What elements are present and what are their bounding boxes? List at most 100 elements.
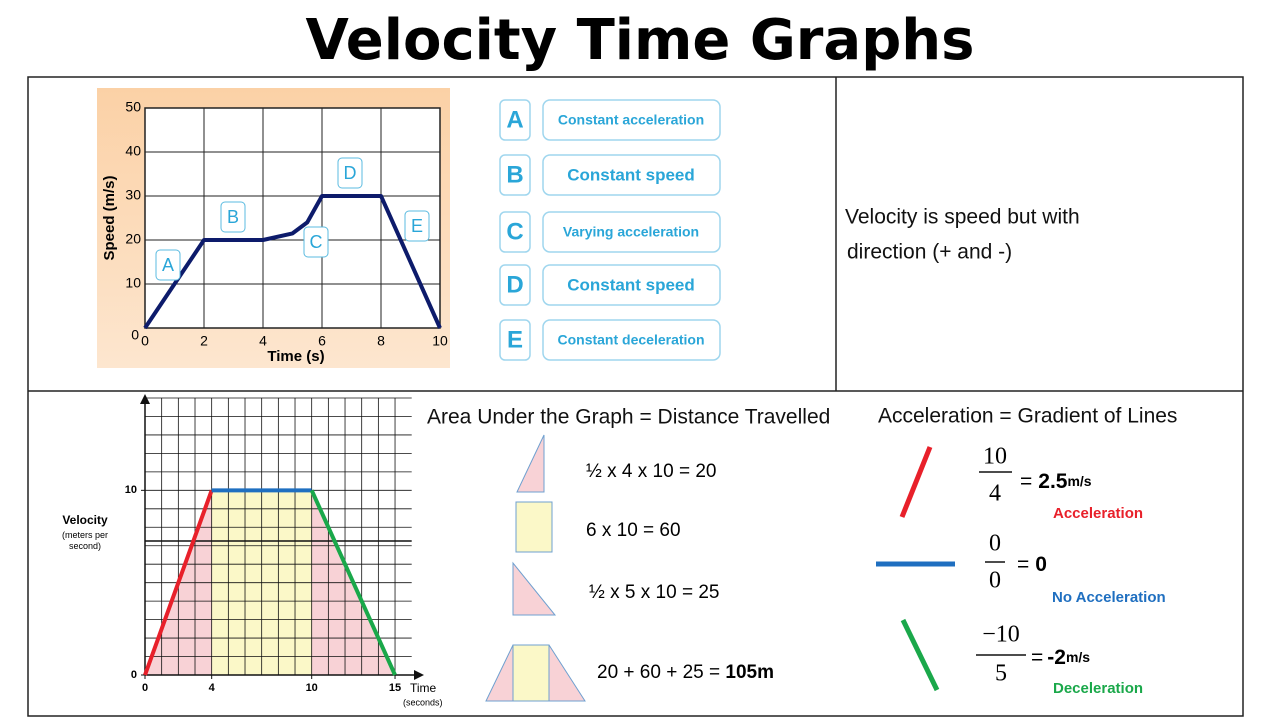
key-text: Constant speed: [567, 165, 695, 184]
key-text-box: [542, 99, 721, 141]
trapezium-part: [512, 644, 550, 702]
caption: No Acceleration: [1052, 589, 1166, 606]
key-text-box: [542, 319, 721, 361]
x-tick-label: 10: [306, 682, 318, 694]
x-tick-label: 8: [377, 333, 385, 349]
x-tick-label: 6: [318, 333, 326, 349]
annotation: C: [310, 232, 323, 252]
triangle-shape: [512, 561, 557, 616]
x-tick-label: 4: [209, 682, 216, 694]
triangle-shape: [516, 434, 545, 493]
x-axis-note: (seconds): [403, 697, 443, 707]
caption: Acceleration: [1053, 505, 1143, 522]
annotation-box: [337, 157, 363, 189]
caption: Deceleration: [1053, 680, 1143, 697]
y-tick-label: 0: [131, 669, 137, 681]
key-text: Constant acceleration: [558, 112, 704, 128]
annotation-box: [404, 210, 430, 242]
key-text: Varying acceleration: [563, 224, 699, 240]
plot-area: [144, 107, 441, 329]
area-total: 20 + 60 + 25 = 105m: [597, 662, 774, 683]
x-tick-label: 2: [200, 333, 208, 349]
key-letter: A: [506, 106, 523, 133]
gradient-heading: Acceleration = Gradient of Lines: [878, 405, 1177, 428]
y-tick-label: 20: [125, 231, 141, 247]
annotation: E: [411, 216, 423, 236]
numerator: 10: [983, 444, 1007, 470]
x-axis-label: Time: [410, 681, 437, 695]
y-tick-label: 0: [131, 327, 139, 343]
annotation: B: [227, 207, 239, 227]
y-tick-label: 10: [125, 484, 137, 496]
unit: m/s: [1066, 649, 1090, 665]
arrow: [140, 394, 150, 404]
area-heading: Area Under the Graph = Distance Travelle…: [427, 406, 830, 429]
key-text: Constant deceleration: [557, 332, 704, 348]
key-text-box: [542, 264, 721, 306]
y-tick-label: 10: [125, 275, 141, 291]
denominator: 5: [995, 661, 1007, 687]
annotation-box: [155, 249, 181, 281]
equals: =: [1020, 470, 1032, 493]
result-value: -2: [1047, 646, 1066, 669]
numerator: 0: [989, 531, 1001, 557]
frame: [27, 76, 1244, 717]
key-letter-box: [499, 99, 531, 141]
note: Velocity is speed but with: [845, 206, 1080, 229]
x-tick-label: 0: [141, 333, 149, 349]
velocity-line: [143, 489, 214, 676]
x-tick-label: 4: [259, 333, 267, 349]
denominator: 4: [989, 481, 1001, 507]
annotation-box: [303, 226, 329, 258]
note: direction (+ and -): [847, 241, 1012, 264]
key-letter-box: [499, 154, 531, 196]
x-tick-label: 10: [432, 333, 448, 349]
y-tick-label: 40: [125, 143, 141, 159]
y-axis-note: (meters per second): [62, 530, 108, 551]
x-tick-label: 15: [389, 682, 401, 694]
velocity-line: [309, 489, 397, 676]
total-value: 105m: [725, 662, 774, 683]
result-value: 0: [1035, 553, 1047, 576]
unit: m/s: [1067, 473, 1091, 489]
rectangle-shape: [515, 501, 553, 553]
key-letter: D: [506, 271, 523, 298]
key-letter-box: [499, 319, 531, 361]
arrow: [414, 670, 424, 680]
denominator: 0: [989, 568, 1001, 594]
result: = 0: [1017, 553, 1047, 576]
gradient-line: [899, 446, 933, 518]
area-row: ½ x 5 x 10 = 25: [589, 582, 719, 603]
y-axis-note-text: second): [69, 541, 101, 551]
annotation: D: [344, 163, 357, 183]
speed-line: [143, 194, 442, 330]
area-row: ½ x 4 x 10 = 20: [586, 461, 716, 482]
result: = -2m/s: [1031, 646, 1090, 669]
key-text-box: [542, 211, 721, 253]
key-letter: B: [506, 161, 523, 188]
key-text-box: [542, 154, 721, 196]
gradient-line: [900, 618, 940, 692]
equals: =: [1017, 553, 1029, 576]
annotation-box: [220, 201, 246, 233]
key-letter: C: [506, 218, 523, 245]
area-row: 6 x 10 = 60: [586, 520, 681, 541]
result: = 2.5m/s: [1020, 470, 1092, 493]
key-text: Constant speed: [567, 275, 695, 294]
y-axis-note-text: (meters per: [62, 530, 108, 540]
y-axis-label: Velocity: [62, 513, 108, 527]
numerator: −10: [982, 622, 1020, 648]
total-text: 20 + 60 + 25 =: [597, 662, 725, 683]
key-letter-box: [499, 264, 531, 306]
x-axis-label: Time (s): [267, 348, 324, 365]
title: Velocity Time Graphs: [306, 8, 975, 73]
key-letter-box: [499, 211, 531, 253]
x-tick-label: 0: [142, 682, 148, 694]
equals: =: [1031, 646, 1043, 669]
annotation: A: [162, 255, 174, 275]
y-tick-label: 50: [125, 99, 141, 115]
key-letter: E: [507, 326, 523, 353]
y-axis-label: Speed (m/s): [101, 175, 118, 260]
result-value: 2.5: [1038, 470, 1068, 493]
